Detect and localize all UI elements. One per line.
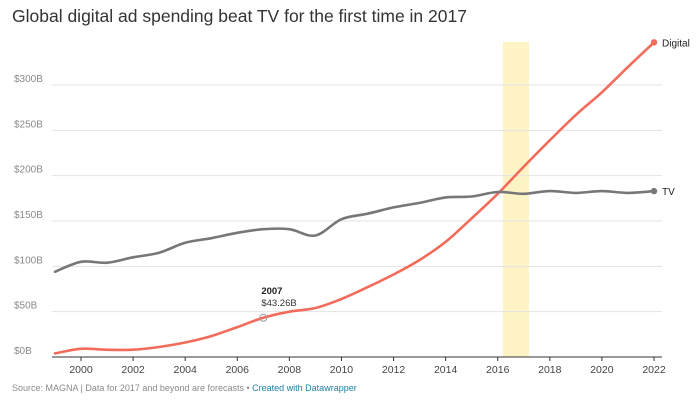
x-tick-label: 2004 xyxy=(174,364,198,376)
x-tick-label: 2018 xyxy=(538,364,562,376)
digital-series-label: Digital xyxy=(662,38,690,49)
tv-end-point xyxy=(650,187,658,195)
datawrapper-link[interactable]: Created with Datawrapper xyxy=(252,383,357,393)
y-tick-label: $250B xyxy=(14,119,43,130)
forecast-highlight-band xyxy=(502,42,529,357)
x-tick-label: 2002 xyxy=(121,364,145,376)
x-tick-label: 2012 xyxy=(382,364,406,376)
x-tick-label: 2010 xyxy=(330,364,354,376)
tv-series-line xyxy=(53,189,656,274)
x-tick-label: 2000 xyxy=(69,364,93,376)
x-tick-label: 2016 xyxy=(486,364,510,376)
x-tick-label: 2022 xyxy=(642,364,666,376)
y-tick-label: $200B xyxy=(14,165,43,176)
x-tick-label: 2014 xyxy=(434,364,458,376)
digital-end-point xyxy=(650,39,658,46)
annotation-year: 2007 xyxy=(261,286,282,297)
chart-footer: Source: MAGNA | Data for 2017 and beyond… xyxy=(12,383,357,393)
chart-title: Global digital ad spending beat TV for t… xyxy=(12,6,467,26)
x-tick-label: 2006 xyxy=(226,364,250,376)
y-tick-label: $150B xyxy=(14,210,43,221)
digital-series-line xyxy=(53,41,656,355)
x-tick-label: 2008 xyxy=(278,364,302,376)
y-tick-label: $0B xyxy=(14,346,32,357)
tv-series-label: TV xyxy=(662,187,675,198)
y-tick-label: $50B xyxy=(14,301,38,312)
footer-separator: • xyxy=(246,383,250,393)
x-tick-label: 2020 xyxy=(590,364,614,376)
source-note: Source: MAGNA | Data for 2017 and beyond… xyxy=(12,383,244,393)
annotation-value: $43.26B xyxy=(261,298,296,309)
chart: $0B $50B $100B $150B $200B $250B $300B 2000 200… xyxy=(14,38,690,376)
annotation-marker xyxy=(259,313,268,322)
y-tick-label: $300B xyxy=(14,74,43,85)
y-tick-label: $100B xyxy=(14,255,43,266)
